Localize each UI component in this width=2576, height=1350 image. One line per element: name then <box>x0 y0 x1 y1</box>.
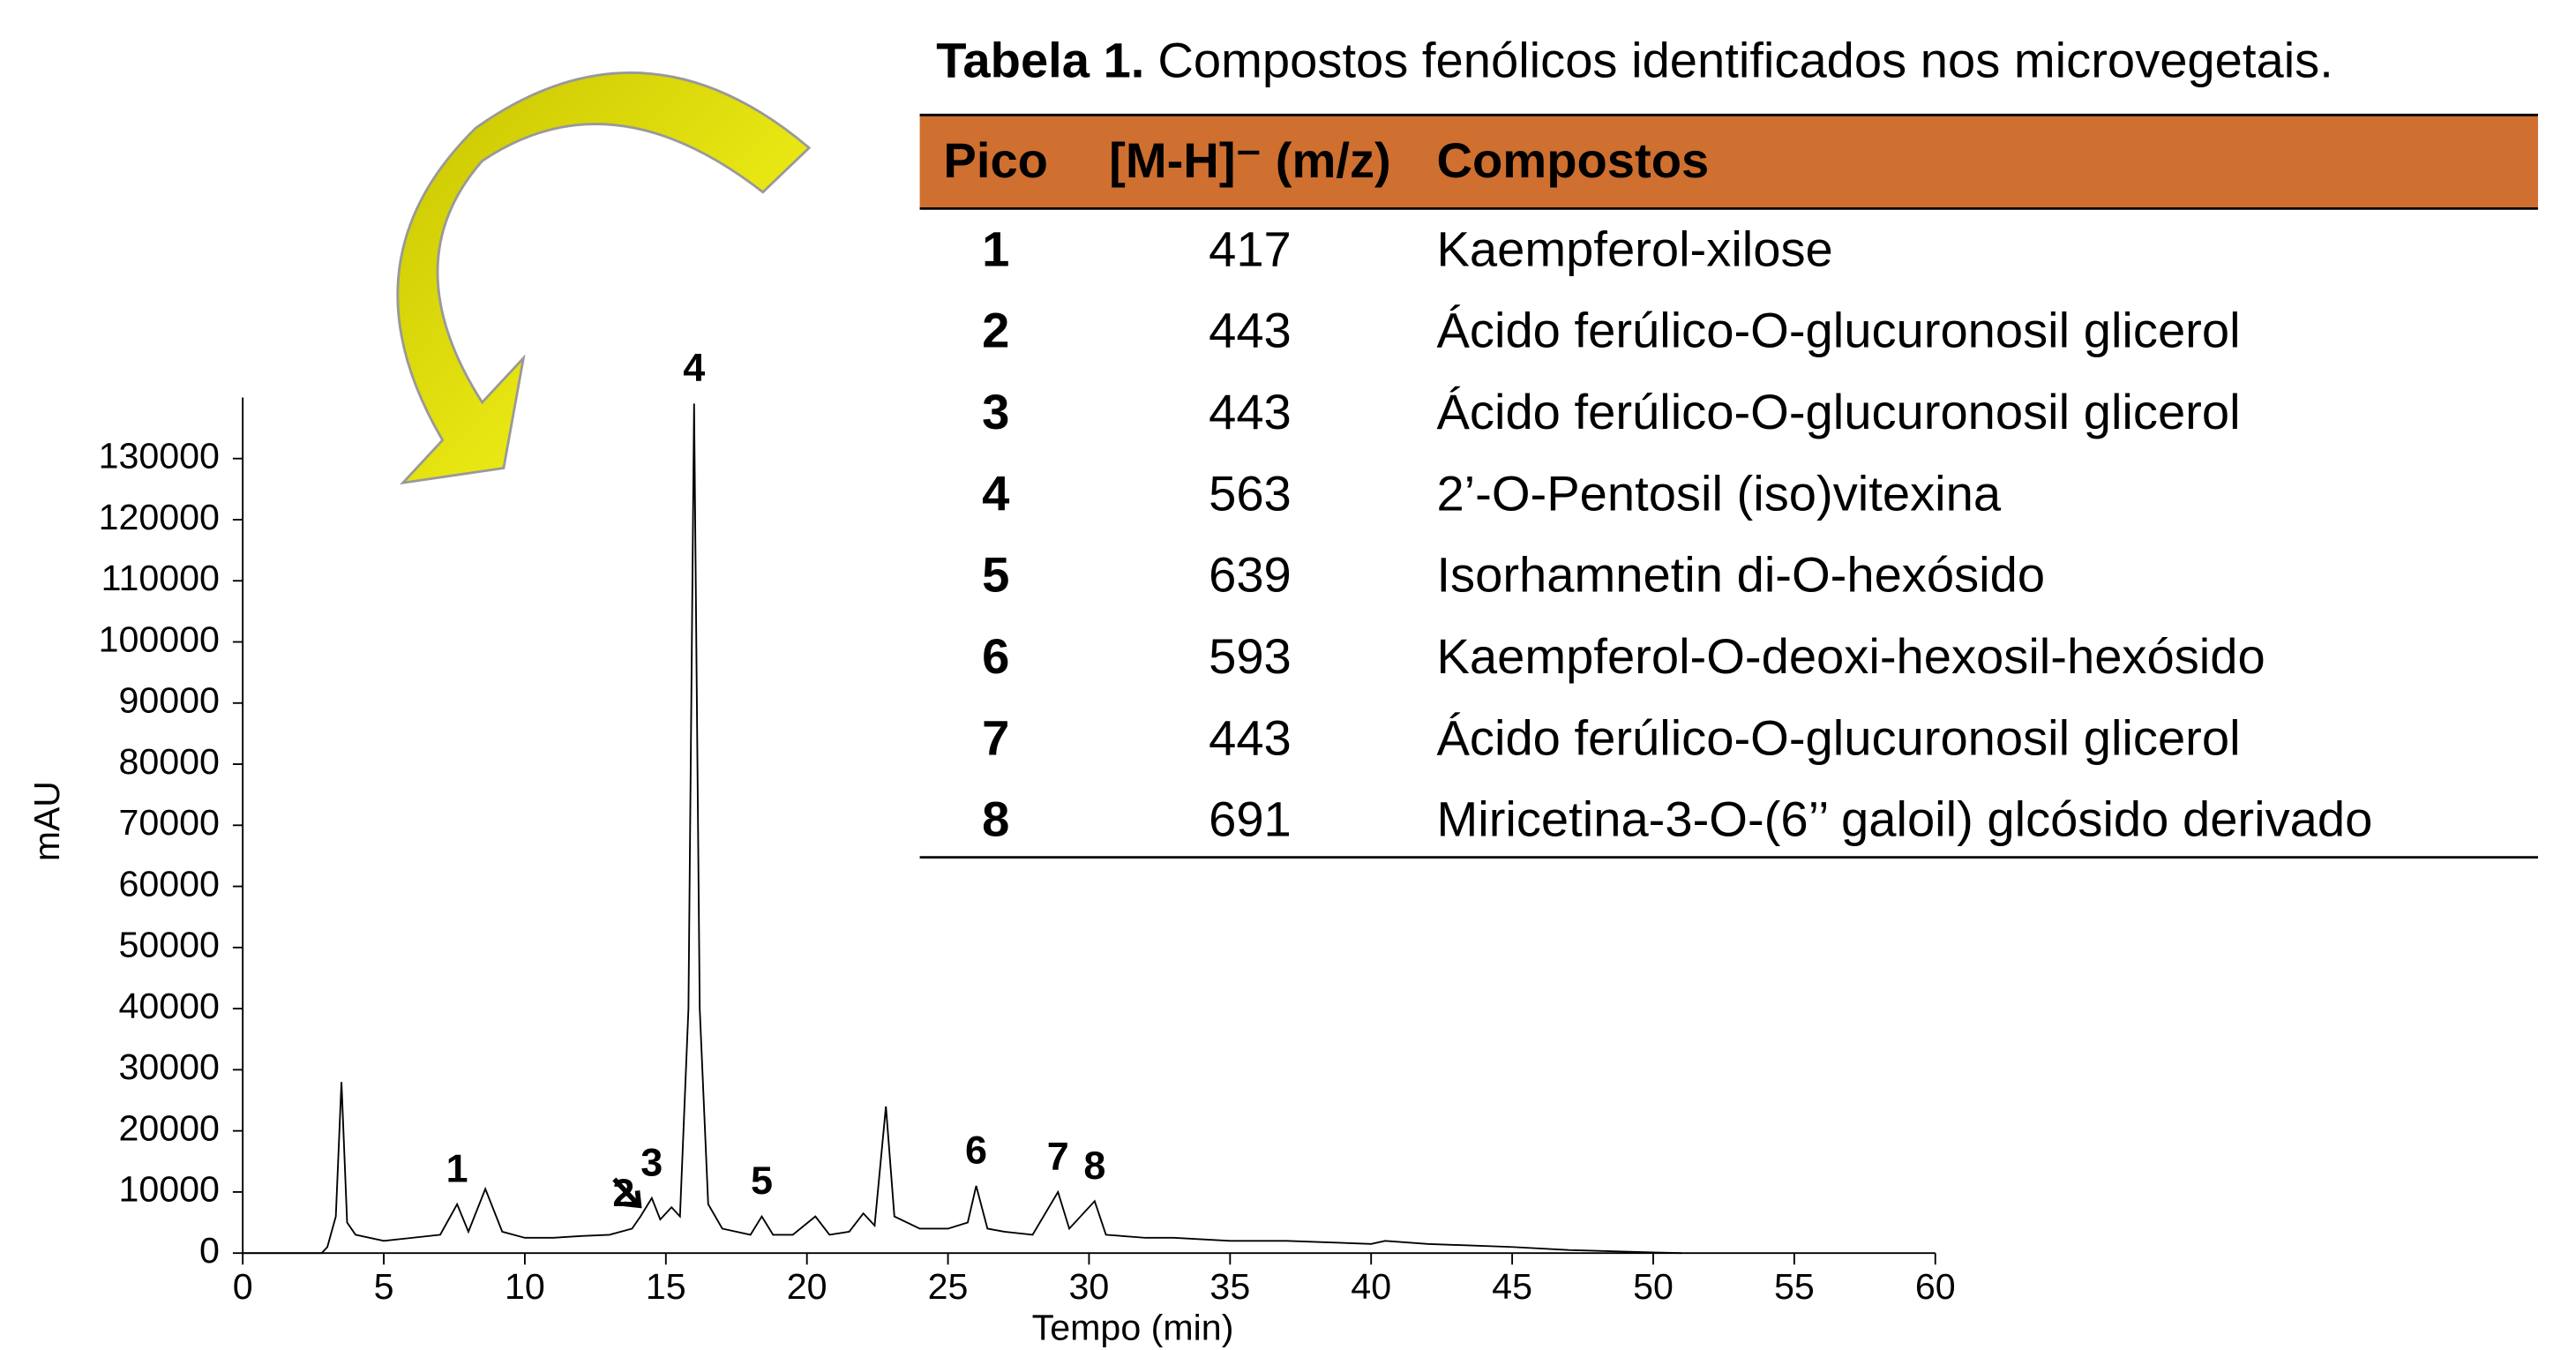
table-cell: 563 <box>1209 466 1292 521</box>
x-tick-label: 20 <box>787 1266 827 1307</box>
table-cell: 2’-O-Pentosil (iso)vitexina <box>1436 466 2001 521</box>
caption-text: Compostos fenólicos identificados nos mi… <box>1157 32 2333 87</box>
table-cell: 7 <box>982 709 1009 765</box>
table-cell: Ácido ferúlico-O-glucuronosil glicerol <box>1436 384 2240 439</box>
table-cell: Ácido ferúlico-O-glucuronosil glicerol <box>1436 303 2240 358</box>
table-cell: Kaempferol-xilose <box>1436 221 1832 277</box>
table-cell: Ácido ferúlico-O-glucuronosil glicerol <box>1436 709 2240 765</box>
table-cell: 639 <box>1209 547 1292 603</box>
y-tick-label: 70000 <box>118 802 219 843</box>
table-cell: 5 <box>982 547 1009 603</box>
x-tick-label: 55 <box>1774 1266 1815 1307</box>
table-cell: 443 <box>1209 384 1292 439</box>
y-tick-label: 80000 <box>118 741 219 782</box>
peak-label: 8 <box>1083 1144 1105 1188</box>
peak-label: 3 <box>640 1141 663 1185</box>
table-cell: Isorhamnetin di-O-hexósido <box>1436 547 2045 603</box>
table-header-cell: Pico <box>943 132 1048 188</box>
table-cell: 1 <box>982 221 1009 277</box>
peak-label: 7 <box>1047 1135 1069 1179</box>
table-header-cell: [M-H]⁻ (m/z) <box>1109 132 1391 188</box>
y-tick-label: 50000 <box>118 925 219 965</box>
y-tick-label: 10000 <box>118 1169 219 1210</box>
table-header-cell: Compostos <box>1436 132 1709 188</box>
table-cell: 443 <box>1209 709 1292 765</box>
peak-label: 6 <box>965 1129 987 1173</box>
x-tick-label: 5 <box>374 1266 394 1307</box>
table-caption: Tabela 1.Compostos fenólicos identificad… <box>936 32 2333 87</box>
peak-label: 5 <box>751 1159 773 1203</box>
table-cell: 3 <box>982 384 1009 439</box>
table-cell: 6 <box>982 628 1009 684</box>
table-cell: 8 <box>982 791 1009 847</box>
peak-label: 1 <box>446 1146 468 1190</box>
x-tick-label: 0 <box>233 1266 253 1307</box>
y-axis-label: mAU <box>26 781 67 861</box>
table-cell: Kaempferol-O-deoxi-hexosil-hexósido <box>1436 628 2265 684</box>
peak-label: 2 <box>612 1171 634 1215</box>
caption-label: Tabela 1. <box>936 32 1144 87</box>
table-cell: 2 <box>982 303 1009 358</box>
x-tick-label: 35 <box>1209 1266 1250 1307</box>
x-tick-label: 50 <box>1633 1266 1674 1307</box>
y-tick-label: 20000 <box>118 1108 219 1149</box>
y-tick-label: 90000 <box>118 680 219 721</box>
x-tick-label: 30 <box>1069 1266 1110 1307</box>
peak-label: 4 <box>683 346 705 390</box>
y-tick-label: 0 <box>199 1230 220 1271</box>
y-tick-label: 60000 <box>118 863 219 904</box>
x-tick-label: 60 <box>1915 1266 1956 1307</box>
x-axis-label: Tempo (min) <box>1032 1308 1234 1348</box>
y-tick-label: 100000 <box>99 619 220 659</box>
x-tick-label: 40 <box>1351 1266 1391 1307</box>
x-tick-label: 10 <box>505 1266 545 1307</box>
x-tick-label: 25 <box>928 1266 969 1307</box>
curved-arrow <box>398 72 809 483</box>
y-tick-label: 130000 <box>99 436 220 476</box>
table-cell: 593 <box>1209 628 1292 684</box>
figure: Tabela 1.Compostos fenólicos identificad… <box>0 0 2576 1350</box>
table-cell: 417 <box>1209 221 1292 277</box>
page: {"chart_data": {"type": "line", "x_label… <box>0 0 2576 1350</box>
x-tick-label: 45 <box>1492 1266 1532 1307</box>
table-cell: 443 <box>1209 303 1292 358</box>
table-cell: Miricetina-3-O-(6’’ galoil) glcósido der… <box>1436 791 2372 847</box>
table-cell: 691 <box>1209 791 1292 847</box>
y-tick-label: 30000 <box>118 1046 219 1087</box>
y-tick-label: 110000 <box>101 558 220 598</box>
y-tick-label: 40000 <box>118 986 219 1026</box>
x-tick-label: 15 <box>646 1266 686 1307</box>
table-cell: 4 <box>982 466 1009 521</box>
y-tick-label: 120000 <box>99 497 220 537</box>
